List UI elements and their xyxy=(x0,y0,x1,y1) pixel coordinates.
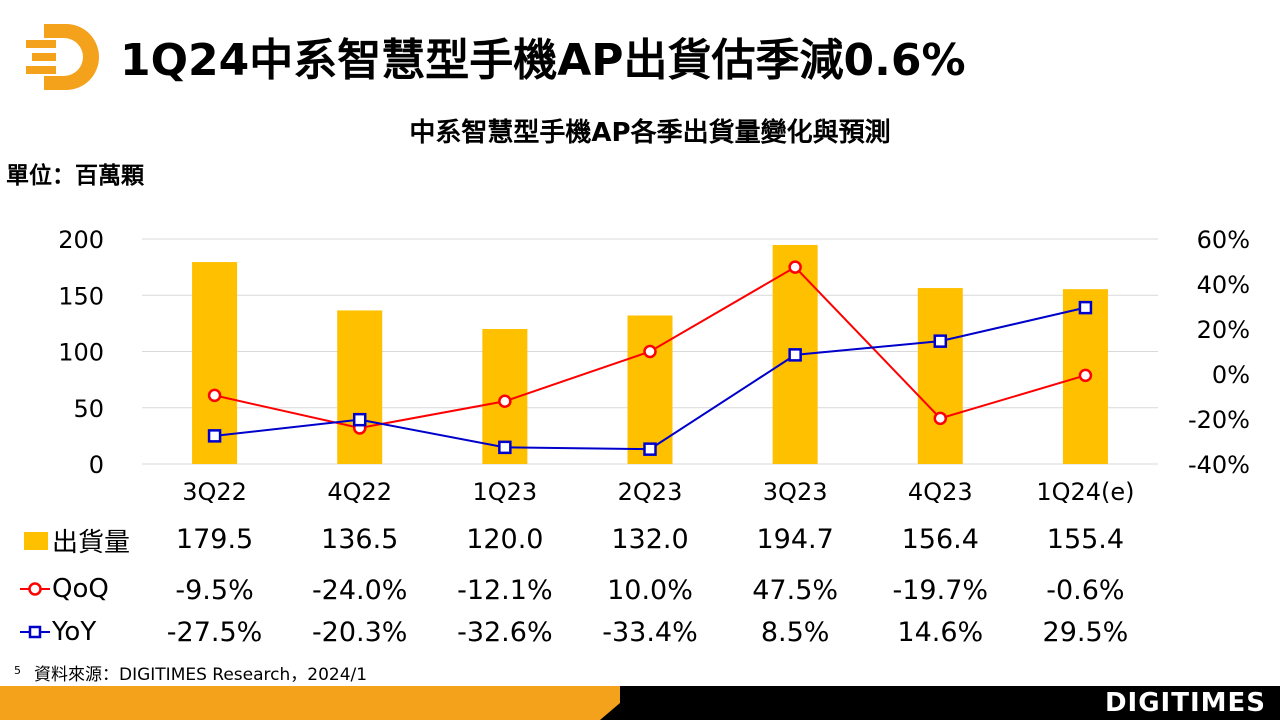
x-tick-label: 3Q23 xyxy=(763,478,828,506)
y-tick-label: 100 xyxy=(58,339,104,367)
legend-shipments: 出貨量 xyxy=(24,522,130,559)
table-cell: 10.0% xyxy=(607,575,693,606)
table-cell: -33.4% xyxy=(602,617,698,648)
point-yoy xyxy=(352,412,367,427)
table-cell: -20.3% xyxy=(311,617,408,648)
x-tick-label: 3Q22 xyxy=(182,478,247,506)
unit-label: 單位：百萬顆 xyxy=(6,163,144,189)
table-cell: 14.6% xyxy=(897,617,984,648)
point-qoq xyxy=(933,411,948,426)
bar-swatch-icon xyxy=(24,531,48,550)
legend-yoy-label: YoY xyxy=(52,617,97,647)
footer-slant xyxy=(600,686,640,720)
table-cell: 136.5 xyxy=(321,524,399,555)
point-yoy xyxy=(788,348,802,362)
point-qoq xyxy=(788,260,802,274)
y-tick-label: 150 xyxy=(58,282,104,310)
y2-tick-label: 40% xyxy=(1197,271,1250,299)
point-qoq xyxy=(1078,368,1093,383)
y-tick-label: 0 xyxy=(89,451,104,479)
point-yoy xyxy=(1078,300,1093,315)
y2-tick-label: -20% xyxy=(1188,406,1250,434)
legend-yoy: YoY xyxy=(20,617,96,647)
footer-bar: DIGITIMES xyxy=(0,686,1280,720)
table-cell: 155.4 xyxy=(1046,524,1125,555)
table-cell: -12.1% xyxy=(457,575,553,606)
square-marker-icon xyxy=(20,625,50,639)
y-tick-label: 50 xyxy=(73,395,104,423)
footer-accent xyxy=(0,686,620,720)
table-cell: 29.5% xyxy=(1042,617,1129,648)
y-tick-label: 200 xyxy=(58,226,104,254)
x-tick-label: 1Q24(e) xyxy=(1036,478,1134,506)
chart-title: 中系智慧型手機AP各季出貨量變化與預測 xyxy=(409,118,891,148)
table-cell: 132.0 xyxy=(611,524,689,555)
brand-logo-text: DIGITIMES xyxy=(1104,688,1266,718)
point-qoq xyxy=(498,394,512,408)
x-tick-label: 4Q23 xyxy=(908,478,973,506)
point-qoq xyxy=(207,388,222,403)
table-cell: 47.5% xyxy=(752,575,839,606)
page-title: 1Q24中系智慧型手機AP出貨估季減0.6% xyxy=(120,35,966,86)
bar xyxy=(917,288,963,464)
table-cell: 120.0 xyxy=(466,524,544,555)
point-yoy xyxy=(643,442,657,456)
page-number: 5 xyxy=(14,664,21,677)
point-yoy xyxy=(498,440,512,455)
table-cell: -0.6% xyxy=(1046,575,1125,606)
bar xyxy=(337,310,383,464)
y2-tick-label: 0% xyxy=(1212,361,1250,389)
table-cell: 179.5 xyxy=(175,524,254,555)
legend-shipments-label: 出貨量 xyxy=(52,528,131,558)
circle-marker-icon xyxy=(20,582,50,596)
point-yoy xyxy=(207,429,222,443)
x-tick-label: 1Q23 xyxy=(473,478,538,506)
footer-dark xyxy=(620,686,1280,720)
table-cell: 8.5% xyxy=(760,617,830,648)
digitimes-logo-icon xyxy=(26,24,99,90)
table-cell: -9.5% xyxy=(175,575,254,606)
table-cell: -27.5% xyxy=(166,617,263,648)
table-cell: -19.7% xyxy=(892,575,989,606)
table-cell: -32.6% xyxy=(457,617,553,648)
table-cell: -24.0% xyxy=(311,575,408,606)
y2-tick-label: 60% xyxy=(1197,226,1250,254)
legend-qoq-label: QoQ xyxy=(52,574,109,604)
bar xyxy=(627,315,673,464)
x-tick-label: 4Q22 xyxy=(327,478,392,506)
y2-tick-label: -40% xyxy=(1188,451,1250,479)
table-cell: 194.7 xyxy=(756,524,834,555)
legend-qoq: QoQ xyxy=(20,574,109,604)
x-tick-label: 2Q23 xyxy=(618,478,683,506)
point-yoy xyxy=(933,334,948,348)
table-cell: 156.4 xyxy=(901,524,979,555)
source-note: 資料來源：DIGITIMES Research，2024/1 xyxy=(34,665,368,685)
point-qoq xyxy=(643,344,657,359)
y2-tick-label: 20% xyxy=(1197,316,1250,344)
